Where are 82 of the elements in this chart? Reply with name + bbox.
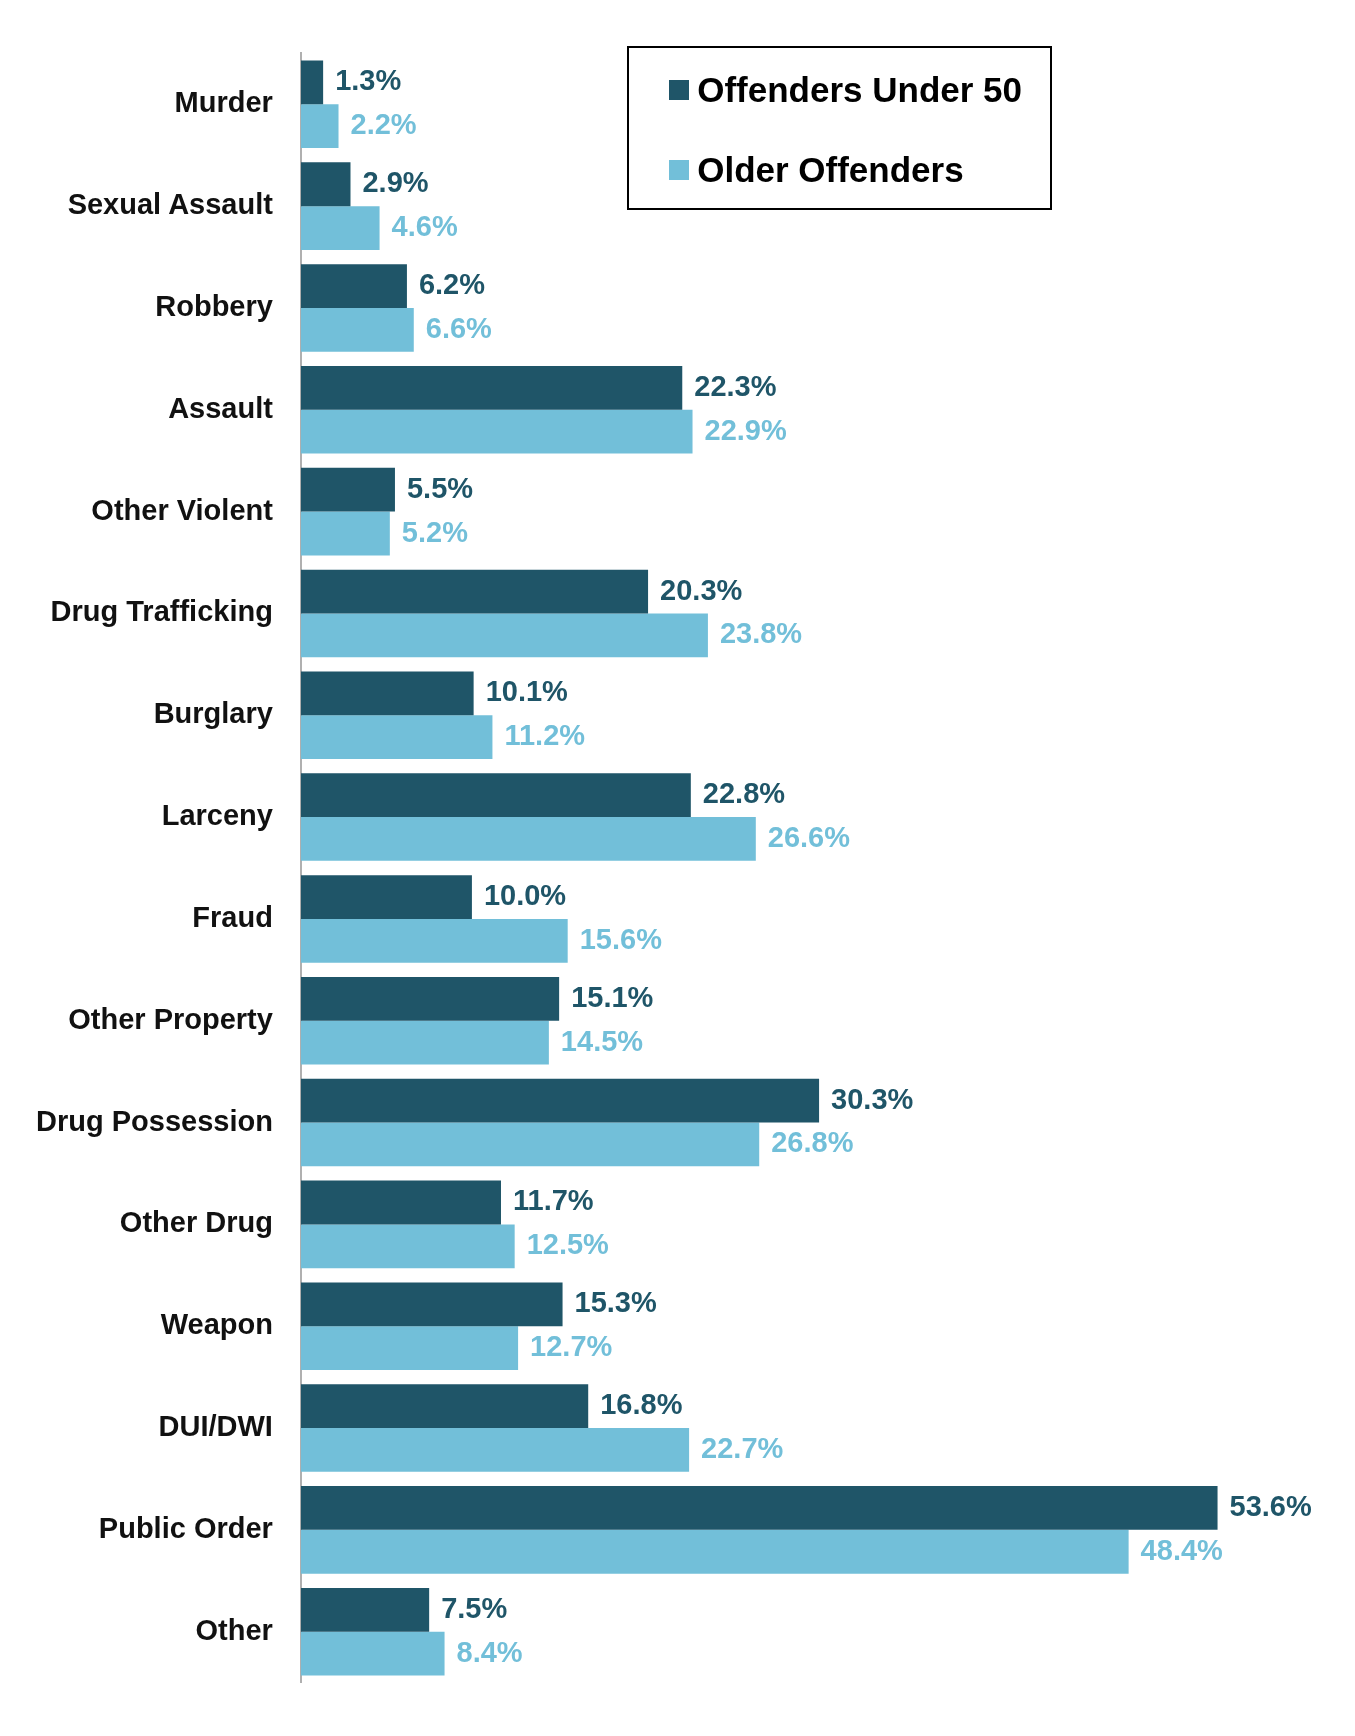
data-label: 48.4% [1140, 1533, 1224, 1566]
data-label: 2.2% [350, 108, 417, 141]
y-tick-label: Public Order [98, 1511, 273, 1544]
bar [300, 1486, 1218, 1530]
data-label: 10.0% [483, 879, 567, 912]
bar [300, 1224, 515, 1269]
data-label: 5.5% [406, 471, 474, 504]
legend-label: Offenders Under 50 [697, 70, 1022, 110]
bar [300, 1529, 1129, 1574]
bar [300, 1282, 563, 1327]
bar [300, 715, 493, 760]
bar [300, 1078, 820, 1123]
data-label: 1.3% [335, 64, 402, 97]
bar [300, 918, 568, 963]
data-label: 12.5% [526, 1228, 610, 1261]
data-label: 6.2% [418, 268, 486, 301]
data-label: 11.2% [504, 719, 586, 752]
bar [300, 1428, 690, 1472]
y-tick-label: Other [195, 1613, 273, 1646]
data-label: 15.3% [574, 1286, 657, 1319]
bar [300, 409, 693, 454]
bar [300, 1384, 589, 1429]
bar [300, 307, 414, 352]
data-label: 8.4% [456, 1635, 523, 1668]
data-label: 22.9% [704, 413, 787, 446]
data-label: 30.3% [831, 1082, 914, 1115]
data-label: 12.7% [530, 1330, 613, 1363]
bar [300, 467, 395, 512]
y-tick-label: Weapon [160, 1308, 273, 1341]
y-tick-label: Burglary [153, 697, 273, 730]
bar [300, 60, 324, 105]
data-label: 15.6% [579, 922, 663, 955]
y-tick-label: Larceny [161, 799, 273, 832]
bar [300, 1587, 430, 1632]
data-label: 14.5% [560, 1024, 644, 1057]
bar [300, 773, 691, 818]
data-label: 53.6% [1229, 1489, 1312, 1522]
data-label: 2.9% [362, 166, 429, 199]
bar [300, 162, 351, 207]
y-tick-label: Drug Possession [35, 1104, 273, 1137]
data-label: 16.8% [600, 1388, 683, 1421]
bar [300, 206, 380, 250]
bar [300, 613, 708, 658]
data-label: 7.5% [441, 1591, 508, 1624]
bar [300, 511, 390, 556]
data-label: 22.3% [694, 369, 777, 402]
bar [300, 875, 472, 919]
bar [300, 264, 407, 308]
data-label: 26.6% [767, 820, 851, 853]
data-label: 5.2% [401, 515, 469, 548]
y-tick-label: DUI/DWI [158, 1410, 273, 1443]
data-label: 20.3% [660, 573, 743, 606]
data-label: 15.1% [571, 980, 654, 1013]
bar [300, 671, 474, 716]
data-label: 22.8% [702, 777, 786, 810]
bar [300, 569, 649, 614]
y-tick-label: Robbery [155, 289, 273, 322]
data-label: 26.8% [771, 1126, 854, 1159]
y-tick-label: Assault [168, 391, 274, 424]
y-tick-label: Other Drug [119, 1206, 273, 1239]
bar [300, 817, 756, 861]
bar [300, 976, 560, 1021]
bar [300, 366, 683, 410]
y-tick-label: Other Property [68, 1002, 273, 1035]
bar [300, 1631, 445, 1676]
bar [300, 1122, 760, 1167]
y-tick-label: Fraud [192, 900, 273, 933]
bar [300, 1020, 549, 1065]
y-tick-label: Sexual Assault [67, 188, 274, 221]
y-tick-label: Other Violent [91, 493, 274, 526]
data-label: 10.1% [485, 675, 569, 708]
data-label: 6.6% [425, 311, 493, 344]
data-label: 11.7% [512, 1184, 594, 1217]
y-tick-label: Murder [174, 86, 273, 119]
data-label: 22.7% [701, 1431, 784, 1464]
data-label: 4.6% [391, 210, 458, 243]
y-tick-label: Drug Trafficking [50, 595, 273, 628]
bar [300, 1180, 501, 1225]
data-label: 23.8% [719, 617, 803, 650]
legend-label: Older Offenders [697, 150, 964, 190]
bar [300, 1326, 519, 1370]
bar [300, 104, 339, 149]
